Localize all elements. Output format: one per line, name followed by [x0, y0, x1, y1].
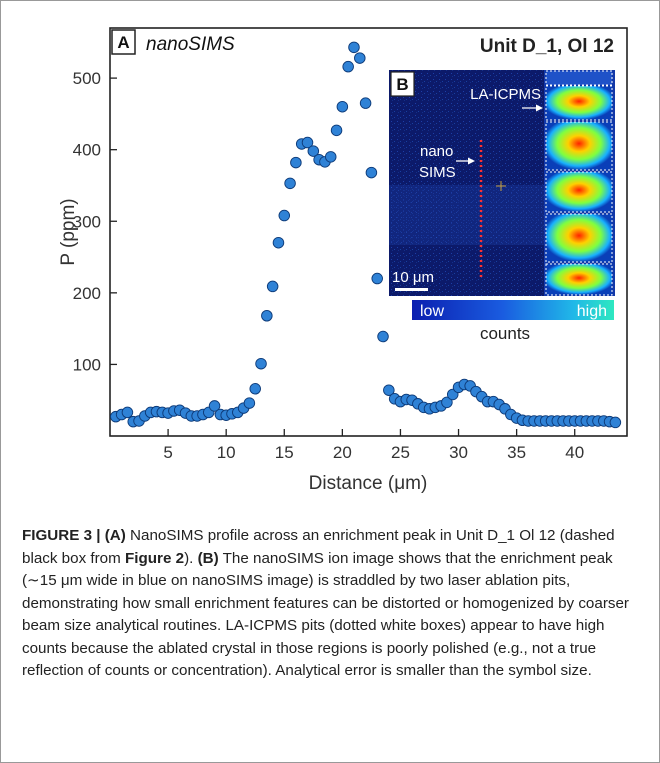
la-icpms-pits: [545, 70, 613, 296]
inset-panel-b: B LA-ICPMS nano SIMS 10 μm: [389, 70, 615, 296]
la-pit: [545, 263, 613, 296]
data-point: [255, 357, 267, 370]
scale-bar: [395, 288, 428, 291]
data-point: [609, 416, 622, 429]
la-pit: [545, 121, 613, 171]
y-tick-label: 400: [73, 141, 101, 160]
data-point: [354, 52, 366, 64]
page-left-rule: [0, 0, 1, 762]
data-point: [342, 60, 354, 73]
data-point: [261, 309, 273, 322]
colorbar: [412, 300, 614, 320]
la-pit: [545, 171, 613, 213]
x-tick-label: 40: [565, 443, 584, 462]
panel-a-title: nanoSIMS: [146, 34, 235, 55]
y-tick-label: 200: [73, 284, 101, 303]
x-tick-label: 15: [275, 443, 294, 462]
data-point: [278, 209, 291, 222]
data-point: [441, 396, 453, 409]
data-point: [301, 136, 314, 149]
figure-3-chart: 5 10 15 20 25 30 35 40 100 200 300 400 500 Distance …: [58, 27, 628, 494]
caption-a-text: NanoSIMS profile across an enrichment pe…: [22, 527, 615, 567]
page-bottom-rule: [0, 752, 660, 763]
data-point: [365, 166, 378, 179]
data-point: [272, 236, 285, 249]
data-point: [284, 177, 296, 190]
data-point: [359, 97, 372, 109]
panel-b-label: B: [396, 75, 408, 94]
colorbar-title: counts: [480, 324, 530, 343]
data-point: [336, 100, 349, 113]
scale-bar-label: 10 μm: [392, 269, 434, 286]
y-tick-label: 100: [73, 355, 101, 374]
data-point: [208, 400, 221, 412]
caption-a-text-end: ).: [184, 549, 198, 567]
data-point: [290, 156, 302, 169]
data-point: [371, 272, 383, 285]
data-point: [383, 384, 395, 396]
sample-label: Unit D_1, Ol 12: [480, 36, 614, 57]
y-tick-label: 300: [73, 212, 101, 231]
caption-b-marker: (B): [197, 549, 219, 567]
nanosims-label-line1: nano: [420, 143, 453, 160]
x-axis-title: Distance (μm): [309, 473, 428, 494]
ion-image-band: [389, 185, 544, 245]
caption-b-text: The nanoSIMS ion image shows that the en…: [22, 549, 629, 680]
panel-b-label-box: [390, 71, 415, 97]
la-icpms-label: LA-ICPMS: [470, 86, 541, 103]
data-point: [243, 397, 256, 409]
x-tick-label: 10: [217, 443, 236, 462]
la-pit: [545, 85, 613, 121]
x-tick-label: 30: [449, 443, 468, 462]
data-point: [348, 41, 360, 54]
caption-figure-ref: Figure 2: [124, 549, 185, 567]
data-point: [377, 330, 389, 343]
data-point: [307, 145, 320, 157]
nanosims-arrowhead: [468, 157, 475, 165]
data-points: [110, 41, 622, 429]
x-tick-label: 20: [333, 443, 352, 462]
data-point: [324, 151, 337, 163]
colorbar-high-label: high: [577, 303, 607, 320]
page-top-rule: [0, 0, 660, 9]
caption-a-marker: (A): [104, 527, 126, 544]
axis-ticks: 5 10 15 20 25 30 35 40 100 200 300 400 500: [73, 69, 585, 462]
la-pit: [545, 213, 613, 263]
data-point: [266, 280, 279, 293]
x-tick-label: 35: [507, 443, 526, 462]
caption-label: FIGURE 3 |: [22, 527, 105, 544]
figure-caption: FIGURE 3 | (A) NanoSIMS profile across a…: [22, 525, 632, 683]
data-point: [249, 383, 261, 395]
la-icpms-arrowhead: [536, 104, 543, 112]
y-tick-label: 500: [73, 69, 101, 88]
data-point: [330, 124, 343, 137]
colorbar-low-label: low: [420, 303, 444, 320]
y-axis-title: P (ppm): [58, 198, 79, 265]
panel-a-label-box: [111, 29, 136, 55]
x-tick-label: 25: [391, 443, 410, 462]
data-point: [121, 406, 134, 419]
panel-a-label: A: [117, 33, 129, 52]
la-pit: [545, 70, 613, 86]
x-tick-label: 5: [163, 443, 172, 462]
nanosims-label-line2: SIMS: [419, 164, 456, 181]
